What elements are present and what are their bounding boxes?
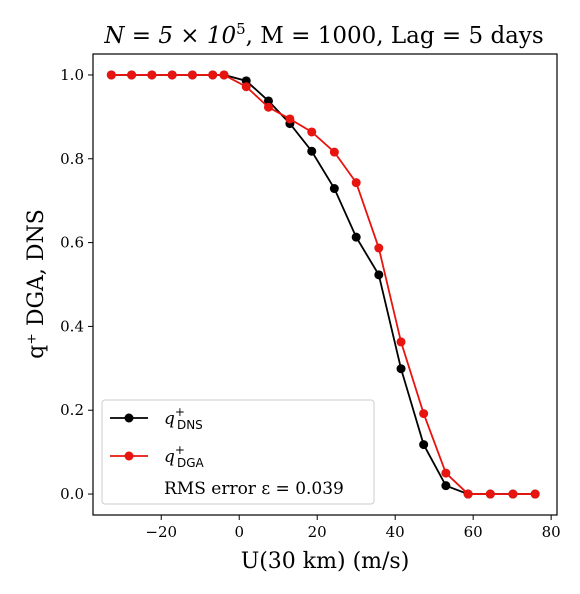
y-tick-label: 1.0	[60, 66, 84, 84]
x-tick-label: −20	[145, 523, 177, 541]
legend-dns-marker	[124, 413, 134, 423]
x-tick-label: 60	[464, 523, 483, 541]
data-point-dga	[530, 489, 540, 499]
series-dga	[106, 70, 540, 499]
data-point-dga	[241, 82, 251, 92]
data-point-dns	[441, 481, 451, 491]
plot-area-frame	[92, 53, 558, 516]
data-point-dga	[219, 70, 229, 80]
data-point-dga	[208, 70, 218, 80]
data-point-dns	[329, 184, 339, 194]
x-axis-ticks: −20 0 20 40 60 80	[145, 515, 561, 541]
data-point-dga	[285, 114, 295, 124]
x-tick-label: 0	[234, 523, 244, 541]
data-point-dga	[463, 489, 473, 499]
legend-dga-label: q+ DGA	[164, 443, 204, 470]
data-point-dga	[167, 70, 177, 80]
title-rest: , M = 1000, Lag = 5 days	[246, 23, 544, 49]
legend-dga-sub: DGA	[177, 456, 205, 470]
data-point-dga	[106, 70, 116, 80]
legend-dns-base: q	[164, 409, 175, 429]
data-point-dga	[374, 243, 384, 253]
data-point-dns	[351, 232, 361, 242]
title-main: N = 5 × 10	[103, 23, 236, 49]
legend-dga-marker	[124, 451, 134, 461]
legend-dns-label: q+ DNS	[164, 405, 203, 432]
y-axis-label: q⁺ DGA, DNS	[24, 209, 49, 359]
legend-box	[101, 399, 375, 505]
y-axis-ticks: 0.0 0.2 0.4 0.6 0.8 1.0	[60, 66, 93, 503]
data-point-dga	[147, 70, 157, 80]
data-point-dns	[374, 270, 384, 280]
data-point-dns	[419, 440, 429, 450]
data-point-dga	[127, 70, 137, 80]
legend: q+ DNS q+ DGA RMS error ε = 0.039	[101, 399, 375, 505]
x-tick-label: 80	[542, 523, 561, 541]
data-point-dga	[508, 489, 518, 499]
legend-rms-annotation: RMS error ε = 0.039	[164, 479, 344, 499]
x-tick-label: 20	[308, 523, 327, 541]
y-tick-label: 0.6	[60, 234, 84, 252]
chart-title: N = 5 × 105, M = 1000, Lag = 5 days	[103, 20, 543, 49]
data-point-dns	[307, 146, 317, 156]
data-point-dga	[329, 147, 339, 157]
data-point-dga	[187, 70, 197, 80]
legend-dga-sup: +	[175, 443, 185, 457]
data-point-dga	[351, 178, 361, 188]
data-point-dga	[263, 102, 273, 112]
data-point-dga	[441, 468, 451, 478]
data-point-dns	[396, 364, 406, 374]
y-tick-label: 0.8	[60, 150, 84, 168]
data-point-dga	[307, 127, 317, 137]
data-point-dga	[485, 489, 495, 499]
legend-dns-sub: DNS	[177, 418, 203, 432]
legend-dns-sup: +	[175, 405, 185, 419]
legend-dga-base: q	[164, 447, 175, 467]
series-layer	[106, 70, 540, 499]
y-tick-label: 0.4	[60, 317, 84, 335]
x-axis-label: U(30 km) (m/s)	[241, 549, 410, 574]
y-tick-label: 0.0	[60, 485, 84, 503]
y-tick-label: 0.2	[60, 401, 84, 419]
title-sup: 5	[236, 20, 246, 38]
data-point-dns	[263, 96, 273, 106]
data-point-dga	[419, 409, 429, 419]
x-tick-label: 40	[386, 523, 405, 541]
data-point-dga	[396, 337, 406, 347]
